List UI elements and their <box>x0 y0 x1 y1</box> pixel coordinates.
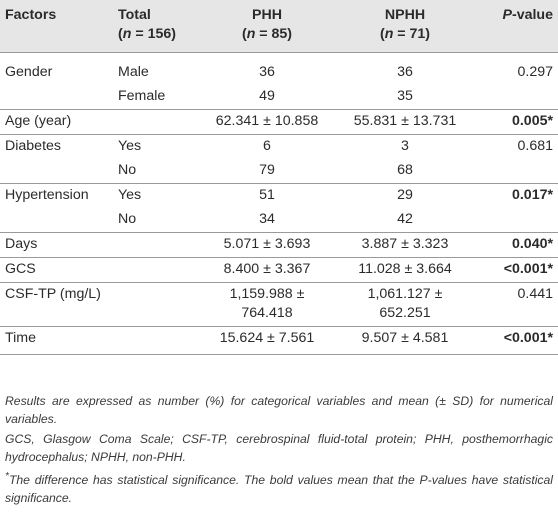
pvalue-cell: <0.001* <box>476 257 558 283</box>
table-row: Time 15.624 ± 7.561 9.507 ± 4.581 <0.001… <box>0 326 558 355</box>
phh-cell: 62.341 ± 10.858 <box>200 109 334 135</box>
pvalue-cell <box>476 85 558 110</box>
nphh-cell: 3.887 ± 3.323 <box>334 232 476 258</box>
subgroup-cell <box>118 109 200 135</box>
table-row: No 34 42 <box>0 208 558 233</box>
nphh-cell: 29 <box>397 187 413 203</box>
phh-cell: 8.400 ± 3.367 <box>200 257 334 283</box>
table-row: Age (year) 62.341 ± 10.858 55.831 ± 13.7… <box>0 109 558 135</box>
header-total: Total (n = 156) <box>118 0 200 53</box>
header-phh-n: (n = 85) <box>241 26 293 42</box>
phh-cell: 36 <box>259 64 275 80</box>
header-pvalue: P-value <box>476 0 558 53</box>
phh-cell: 1,159.988 ±764.418 <box>200 282 334 327</box>
phh-cell: 79 <box>200 159 334 184</box>
table-row: Days 5.071 ± 3.693 3.887 ± 3.323 0.040* <box>0 232 558 258</box>
nphh-cell: 3 <box>401 138 409 154</box>
pvalue-cell <box>476 208 558 233</box>
nphh-cell: 35 <box>334 85 476 110</box>
table-row: CSF-TP (mg/L) 1,159.988 ±764.418 1,061.1… <box>0 282 558 327</box>
nphh-cell: 11.028 ± 3.664 <box>334 257 476 283</box>
phh-cell: 49 <box>200 85 334 110</box>
header-phh: PHH (n = 85) <box>200 0 334 53</box>
pvalue-cell: 0.681 <box>517 138 553 154</box>
phh-cell: 51 <box>259 187 275 203</box>
pvalue-cell: 0.297 <box>517 64 553 80</box>
subgroup-cell: Yes <box>118 187 142 203</box>
factor-cell: Time <box>0 326 118 355</box>
footnote-abbreviations: GCS, Glasgow Coma Scale; CSF-TP, cerebro… <box>5 432 553 464</box>
factor-cell: Age (year) <box>0 109 118 135</box>
table-row: Female 49 35 <box>0 85 558 110</box>
footnote-results: Results are expressed as number (%) for … <box>5 394 553 426</box>
pvalue-cell: 0.040* <box>476 232 558 258</box>
factor-cell: Gender <box>5 64 53 80</box>
phh-cell: 6 <box>263 138 271 154</box>
subgroup-cell: Yes <box>118 138 142 154</box>
nphh-cell: 9.507 ± 4.581 <box>334 326 476 355</box>
table-row: Diabetes Yes 6 3 0.681 <box>0 135 558 160</box>
factor-cell: GCS <box>0 257 118 283</box>
factor-cell: CSF-TP (mg/L) <box>0 282 118 327</box>
table-row: Hypertension Yes 51 29 0.017* <box>0 184 558 209</box>
subgroup-cell: Male <box>118 64 149 80</box>
subgroup-cell: No <box>118 159 200 184</box>
pvalue-cell <box>476 159 558 184</box>
subgroup-cell <box>118 326 200 355</box>
pvalue-cell: 0.017* <box>511 187 553 203</box>
pvalue-cell: 0.441 <box>476 282 558 327</box>
nphh-cell: 36 <box>397 64 413 80</box>
factor-cell: Diabetes <box>5 138 61 154</box>
phh-cell: 5.071 ± 3.693 <box>200 232 334 258</box>
subgroup-cell <box>118 257 200 283</box>
phh-cell: 34 <box>200 208 334 233</box>
header-nphh-n: (n = 71) <box>379 26 431 42</box>
subgroup-cell: Female <box>118 85 200 110</box>
factor-cell <box>0 159 118 184</box>
factor-cell <box>0 85 118 110</box>
header-total-n: (n = 156) <box>118 26 176 42</box>
nphh-cell: 42 <box>334 208 476 233</box>
header-nphh: NPHH (n = 71) <box>334 0 476 53</box>
subgroup-cell: No <box>118 208 200 233</box>
nphh-cell: 1,061.127 ±652.251 <box>334 282 476 327</box>
table-row: No 79 68 <box>0 159 558 184</box>
pvalue-cell: 0.005* <box>476 109 558 135</box>
header-factors: Factors <box>0 0 118 53</box>
factor-cell: Hypertension <box>5 187 89 203</box>
pvalue-cell: <0.001* <box>476 326 558 355</box>
table-row: Gender Male 36 36 0.297 <box>0 61 558 85</box>
nphh-cell: 68 <box>334 159 476 184</box>
phh-cell: 15.624 ± 7.561 <box>200 326 334 355</box>
factors-table: Factors Total (n = 156) PHH (n = 85) NPH… <box>0 0 558 355</box>
factor-cell <box>0 208 118 233</box>
table-header-row: Factors Total (n = 156) PHH (n = 85) NPH… <box>0 0 558 53</box>
table-row: GCS 8.400 ± 3.367 11.028 ± 3.664 <0.001* <box>0 257 558 283</box>
subgroup-cell <box>118 232 200 258</box>
footnote-significance: *The difference has statistical signific… <box>5 471 553 506</box>
nphh-cell: 55.831 ± 13.731 <box>334 109 476 135</box>
table-footnotes: Results are expressed as number (%) for … <box>5 392 553 507</box>
subgroup-cell <box>118 282 200 327</box>
factor-cell: Days <box>0 232 118 258</box>
